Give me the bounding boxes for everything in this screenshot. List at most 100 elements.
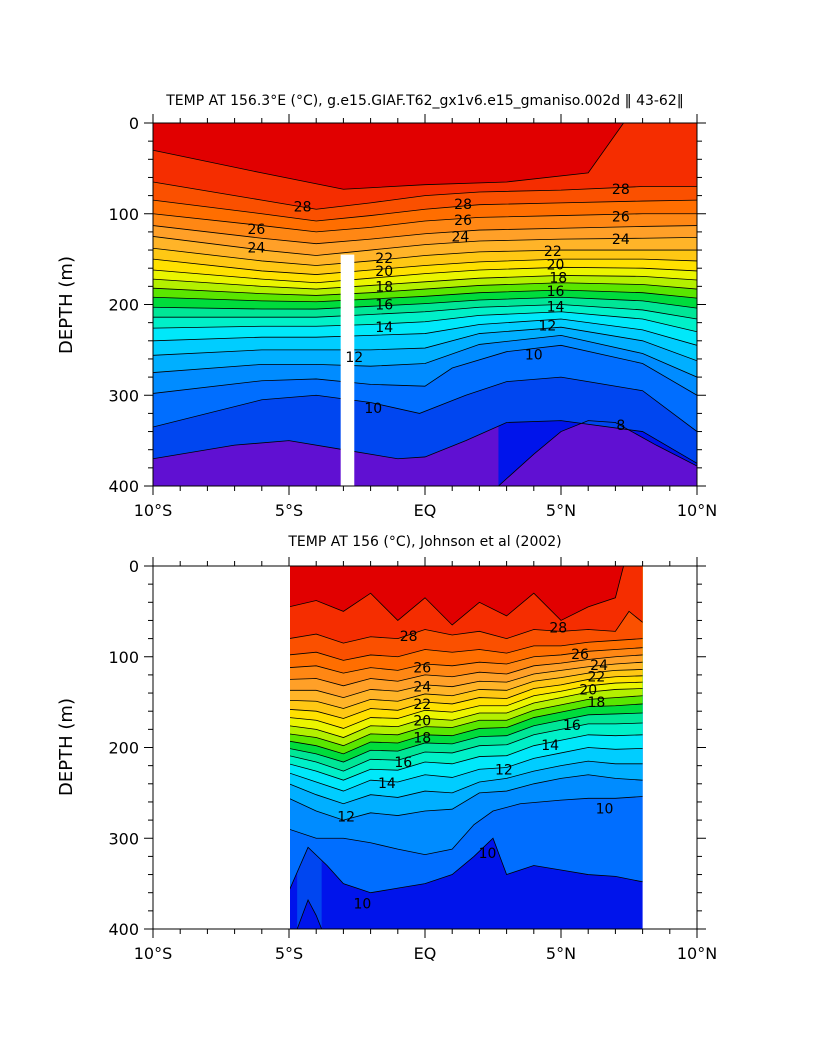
x-tick-label: 5°S [275, 944, 303, 963]
isotherm-lines [153, 123, 697, 486]
y-tick-label: 100 [108, 648, 139, 667]
contour-label-18: 18 [587, 695, 605, 711]
isotherm-24 [290, 661, 643, 699]
isotherm-18 [290, 703, 643, 755]
data-gap [340, 254, 355, 486]
isotherm-20 [153, 275, 697, 290]
isotherm-26 [290, 647, 643, 674]
contour-label-10: 10 [479, 846, 497, 862]
isotherm-16 [153, 304, 697, 320]
contour-label-10: 10 [596, 801, 614, 817]
isotherm-19 [290, 695, 643, 747]
contour-label-16: 16 [563, 718, 581, 734]
y-tick-label: 400 [108, 477, 139, 496]
isotherm-13 [153, 326, 697, 362]
contour-label-24: 24 [590, 658, 608, 674]
axes: 10°S 5°S EQ 5°N 10°N 0 100 200 300 400 [108, 114, 717, 520]
isotherm-14 [153, 318, 697, 346]
y-tick-label: 300 [108, 386, 139, 405]
isotherm-27 [290, 638, 643, 661]
y-tick-label: 200 [108, 739, 139, 758]
isotherm-22 [153, 258, 697, 275]
isotherm-28 [290, 610, 643, 644]
contour-label-14: 14 [541, 738, 559, 754]
contour-label-22: 22 [413, 697, 431, 713]
isotherm-11 [290, 796, 643, 855]
x-tick-label: EQ [414, 944, 437, 963]
isotherm-12 [290, 774, 643, 821]
isotherm-19 [153, 282, 697, 296]
contour-label-26: 26 [612, 209, 630, 225]
contour-label-20: 20 [375, 264, 393, 280]
isotherm-15 [153, 311, 697, 333]
contour-label-26: 26 [413, 661, 431, 677]
contour-label-20: 20 [579, 682, 597, 698]
isotherm-27 [153, 199, 697, 222]
isotherm-17 [153, 296, 697, 310]
isotherm-13 [290, 760, 643, 805]
panel-observed: TEMP AT 156 (°C), Johnson et al (2002) 2… [56, 534, 717, 963]
contour-label-28: 28 [612, 182, 630, 198]
contour-label-24: 24 [451, 229, 469, 245]
contour-label-22: 22 [587, 670, 605, 686]
x-tick-label: 10°S [134, 501, 173, 520]
contour-label-12: 12 [495, 762, 513, 778]
isotherm-29 [290, 566, 643, 626]
chart-title: TEMP AT 156 (°C), Johnson et al (2002) [287, 534, 561, 550]
isotherm-28 [153, 181, 697, 210]
contour-label-10: 10 [525, 347, 543, 363]
x-tick-label: 10°N [677, 944, 717, 963]
isotherm-25 [290, 654, 643, 687]
y-tick-label: 0 [129, 114, 139, 133]
y-tick-label: 0 [129, 557, 139, 576]
isotherm-10 [153, 376, 697, 432]
contour-label-22: 22 [375, 251, 393, 267]
contour-label-8: 8 [616, 418, 625, 434]
isotherm-lines [290, 566, 643, 929]
y-tick-label: 300 [108, 829, 139, 848]
isotherm-21 [290, 681, 643, 729]
isotherm-16 [290, 722, 643, 772]
contour-label-28: 28 [400, 629, 418, 645]
isotherm-9 [153, 420, 697, 464]
y-tick-label: 400 [108, 920, 139, 939]
contour-label-12: 12 [345, 350, 363, 366]
missing-data-strip [340, 254, 355, 486]
isotherm-23 [290, 669, 643, 709]
contour-label-10: 10 [364, 401, 382, 417]
contour-label-28: 28 [454, 197, 472, 213]
isotherm-18 [153, 289, 697, 303]
y-axis-label: DEPTH (m) [56, 698, 77, 796]
isotherm-25 [153, 225, 697, 245]
isotherm-17 [290, 712, 643, 763]
contour-label-26: 26 [571, 647, 589, 663]
y-tick-label: 200 [108, 296, 139, 315]
temperature-bands [290, 566, 643, 929]
contour-label-18: 18 [375, 279, 393, 295]
x-tick-label: 5°N [546, 944, 576, 963]
x-tick-label: 10°N [677, 501, 717, 520]
band-29 [290, 566, 643, 625]
isotherm-26 [153, 213, 697, 233]
contour-label-12: 12 [337, 809, 355, 825]
isotherm-21 [153, 266, 697, 284]
x-tick-label: EQ [414, 501, 437, 520]
band-29 [153, 123, 697, 190]
contour-label-24: 24 [247, 240, 265, 256]
x-tick-label: 10°S [134, 944, 173, 963]
contour-label-16: 16 [547, 284, 565, 300]
contour-label-14: 14 [378, 776, 396, 792]
isotherm-22 [290, 675, 643, 719]
isotherm-23 [153, 247, 697, 266]
chart-title: TEMP AT 156.3°E (°C), g.e15.GIAF.T62_gx1… [165, 93, 684, 109]
contour-label-24: 24 [413, 680, 431, 696]
contour-label-28: 28 [294, 199, 312, 215]
contour-label-26: 26 [247, 222, 265, 238]
contour-label-10: 10 [354, 897, 372, 913]
contour-label-14: 14 [547, 299, 565, 315]
axes: 10°S 5°S EQ 5°N 10°N 0 100 200 300 400 [108, 557, 717, 963]
isotherm-11 [153, 344, 697, 396]
isotherm-15 [290, 734, 643, 781]
isotherm-9 [296, 898, 323, 929]
